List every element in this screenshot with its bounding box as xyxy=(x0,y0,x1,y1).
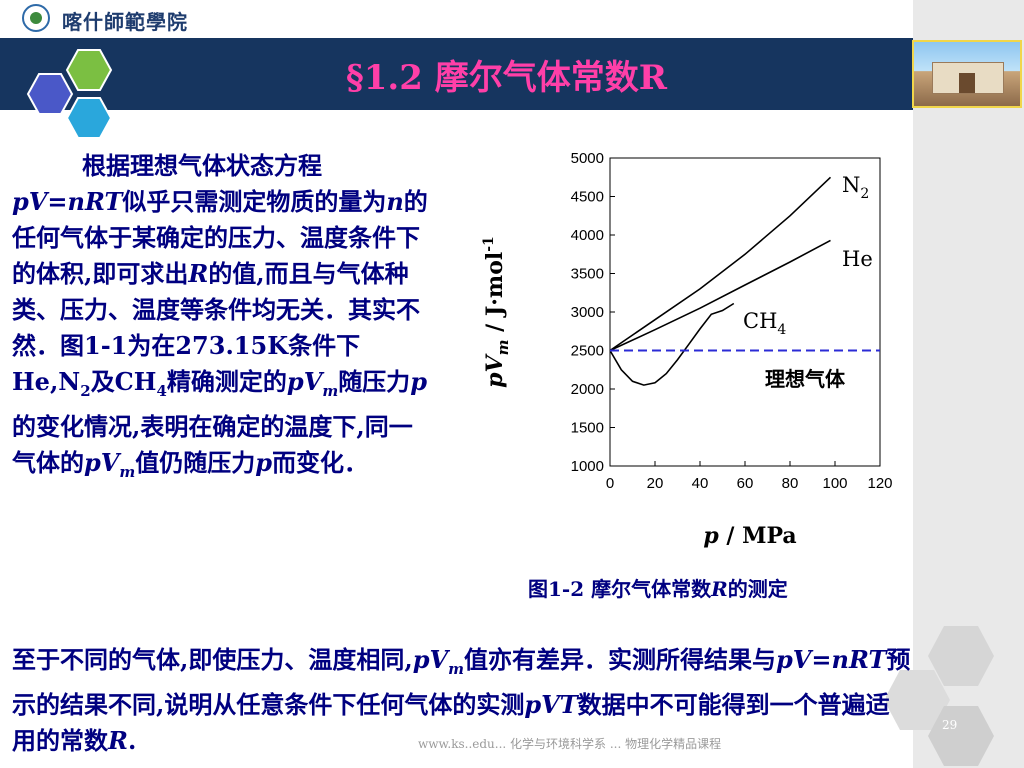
text-run: R xyxy=(108,725,128,755)
text-run: 4 xyxy=(156,381,167,400)
text-run: m xyxy=(322,381,339,400)
series-line xyxy=(609,176,832,352)
footer-url: www.ks..edu... 化学与环境科学系 ... 物理化学精品课程 xyxy=(418,737,722,751)
text-run: 而变化． xyxy=(272,447,369,477)
chart-labels: p / MPa pVm / J·mol-1 N2 He CH4 理想气体 xyxy=(481,173,873,549)
para1-text: 根据理想气体状态方程 pV=nRT似乎只需测定物质的量为n的任何气体于某确定的压力… xyxy=(12,148,432,490)
x-tick-label: 80 xyxy=(782,475,799,492)
text-run: pV xyxy=(412,645,449,674)
y-axis-label: pVm / J·mol-1 xyxy=(481,236,512,388)
text-run: pVT xyxy=(524,689,578,719)
slide-title: §1.2 摩尔气体常数R xyxy=(345,58,668,98)
caption-suffix: 的测定 xyxy=(727,577,788,601)
series-line xyxy=(609,239,831,352)
body-paragraph-2: 至于不同的气体,即使压力、温度相同,pVm值亦有差异．实测所得结果与pV=nRT… xyxy=(12,642,912,759)
corner-hexagons-icon xyxy=(886,626,994,766)
series-label: N2 xyxy=(842,173,869,202)
text-run: pV xyxy=(84,447,120,477)
text-run: 精确测定的 xyxy=(166,367,287,396)
text-run: 值仍随压力 xyxy=(135,447,256,477)
y-tick-label: 2500 xyxy=(571,343,604,360)
text-run: n xyxy=(386,187,404,216)
caption-prefix: 图1-2 摩尔气体常数 xyxy=(528,577,712,601)
text-run: 2 xyxy=(80,381,91,400)
y-tick-label: 1500 xyxy=(571,420,604,437)
title-band xyxy=(0,38,913,110)
text-run: 根据理想气体状态方程 xyxy=(82,151,322,180)
series-label: He xyxy=(842,247,873,271)
school-name: 喀什師範學院 xyxy=(62,10,188,34)
x-tick-label: 20 xyxy=(647,475,664,492)
x-axis-label: p / MPa xyxy=(703,523,796,549)
x-tick-label: 60 xyxy=(737,475,754,492)
y-tick-label: 3000 xyxy=(571,304,604,321)
text-run: p xyxy=(255,447,273,477)
text-run: m xyxy=(119,462,136,481)
para2-text: 至于不同的气体,即使压力、温度相同,pVm值亦有差异．实测所得结果与pV=nRT… xyxy=(12,645,911,755)
y-tick-label: 1000 xyxy=(571,458,604,475)
text-run: . xyxy=(127,725,137,755)
x-tick-label: 100 xyxy=(822,475,847,492)
campus-gate-icon xyxy=(932,62,1004,94)
y-tick-label: 3500 xyxy=(571,266,604,283)
x-tick-label: 0 xyxy=(606,475,614,492)
text-run: 的任何气体于某确定的压力、温度条件下的体积,即可求出 xyxy=(12,187,428,288)
body-paragraph-1: 根据理想气体状态方程 pV=nRT似乎只需测定物质的量为n的任何气体于某确定的压力… xyxy=(12,148,432,490)
y-tick-label: 4500 xyxy=(571,189,604,206)
text-run: 值亦有差异．实测所得结果与 xyxy=(464,645,776,674)
text-run: pV=nRT xyxy=(776,645,887,674)
y-tick-label: 2000 xyxy=(571,381,604,398)
text-run: p xyxy=(410,367,427,396)
text-run: 预示的结果不同,说明从任意条件下任何气体的实测 xyxy=(12,645,911,719)
school-logo-icon xyxy=(22,4,50,32)
text-run: m xyxy=(448,659,464,678)
text-run: 随压力 xyxy=(338,367,411,396)
text-run: 的变化情况,表明在确定的温度下,同一气体的 xyxy=(12,411,413,477)
text-run: 数据中不可能得到一个普遍适用的常数 xyxy=(12,689,890,755)
text-run: 似乎只需测定物质的量为 xyxy=(122,187,387,216)
page-number: 29 xyxy=(942,718,958,732)
series-line xyxy=(609,302,735,386)
series-label: 理想气体 xyxy=(765,367,846,391)
chart-series xyxy=(609,176,880,386)
text-run: pV=nRT xyxy=(12,187,123,216)
hexagon-decoration-icon xyxy=(26,49,113,139)
text-run: 的值,而且与气体种类、压力、温度等条件均无关．其实不然．图1-1为在273.15… xyxy=(12,259,420,396)
text-run: R xyxy=(188,259,209,288)
pvm-chart: 1000 1500 2000 2500 3000 3500 4000 4500 5000 0 20 4… xyxy=(481,150,893,549)
campus-photo xyxy=(912,40,1022,108)
text-run: 及CH xyxy=(90,367,157,396)
text-run: 至于不同的气体,即使压力、温度相同, xyxy=(12,645,413,674)
y-tick-label: 5000 xyxy=(571,150,604,167)
caption-italic-r: R xyxy=(711,577,728,601)
y-tick-label: 4000 xyxy=(571,227,604,244)
text-run: pV xyxy=(286,367,323,396)
figure-caption: 图1-2 摩尔气体常数R的测定 xyxy=(528,573,788,602)
chart-axes: 1000 1500 2000 2500 3000 3500 4000 4500 5000 0 20 4… xyxy=(571,150,893,492)
header-bar: 喀什師範學院 xyxy=(0,0,1024,38)
x-tick-label: 120 xyxy=(867,475,892,492)
series-label: CH4 xyxy=(743,309,786,338)
x-tick-label: 40 xyxy=(692,475,709,492)
